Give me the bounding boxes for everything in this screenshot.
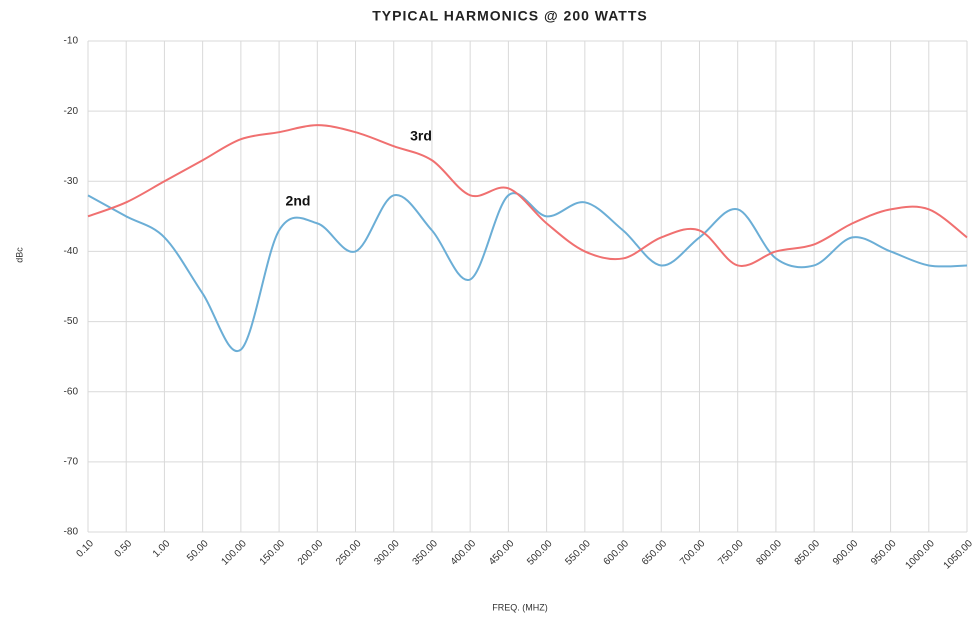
x-tick-label: 1000.00 xyxy=(903,538,937,572)
x-tick-label: 350.00 xyxy=(411,538,441,568)
x-tick-label: 250.00 xyxy=(334,538,364,568)
series-label: 2nd xyxy=(286,193,311,209)
x-tick-label: 50.00 xyxy=(185,538,211,564)
x-tick-label: 500.00 xyxy=(525,538,555,568)
x-tick-label: 300.00 xyxy=(372,538,402,568)
grid xyxy=(87,40,968,533)
x-tick-label: 0.50 xyxy=(113,538,135,560)
x-tick-label: 150.00 xyxy=(258,538,288,568)
x-tick-label: 100.00 xyxy=(219,538,249,568)
y-tick-label: -20 xyxy=(64,106,79,117)
x-tick-label: 450.00 xyxy=(487,538,517,568)
x-tick-label: 750.00 xyxy=(716,538,746,568)
y-tick-label: -80 xyxy=(64,527,79,538)
x-axis-title: FREQ. (MHZ) xyxy=(492,602,548,612)
x-tick-label: 1050.00 xyxy=(942,538,976,572)
y-tick-label: -30 xyxy=(64,176,79,187)
plot xyxy=(87,124,968,353)
x-tick-label: 600.00 xyxy=(602,538,632,568)
x-tick-label: 550.00 xyxy=(563,538,593,568)
x-tick-label: 800.00 xyxy=(754,538,784,568)
series-label: 3rd xyxy=(410,128,432,144)
y-tick-label: -50 xyxy=(64,316,79,327)
x-tick-label: 900.00 xyxy=(831,538,861,568)
x-tick-label: 0.10 xyxy=(74,538,96,560)
y-tick-label: -60 xyxy=(64,386,79,397)
x-tick-label: 200.00 xyxy=(296,538,326,568)
x-tick-label: 650.00 xyxy=(640,538,670,568)
x-tick-label: 400.00 xyxy=(449,538,479,568)
series-line xyxy=(87,192,968,353)
x-tick-label: 950.00 xyxy=(869,538,899,568)
x-tick-label: 700.00 xyxy=(678,538,708,568)
series-line xyxy=(87,124,968,267)
chart-title: TYPICAL HARMONICS @ 200 WATTS xyxy=(372,8,648,24)
x-tick-label: 1.00 xyxy=(151,538,173,560)
y-tick-label: -40 xyxy=(64,246,79,257)
y-tick-label: -70 xyxy=(64,456,79,467)
y-tick-label: -10 xyxy=(64,36,79,47)
x-tick-label: 850.00 xyxy=(793,538,823,568)
y-axis-title: dBc xyxy=(14,247,24,263)
